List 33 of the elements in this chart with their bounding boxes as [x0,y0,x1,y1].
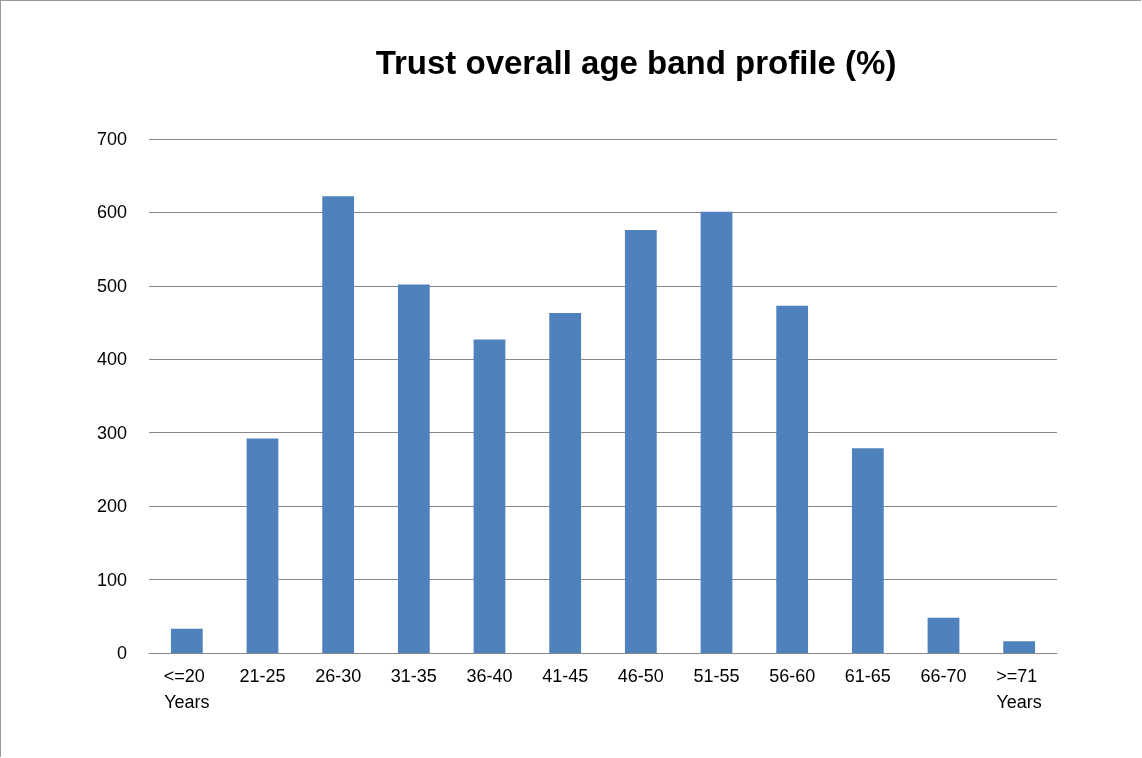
x-tick-label: 31-35 [390,666,437,686]
bar [700,211,733,653]
bar [549,313,582,653]
y-tick-label: 700 [96,129,127,149]
bar [397,284,430,653]
bar [776,305,809,653]
x-tick-label: 66-70 [920,666,967,686]
bar [473,339,506,653]
bar [322,196,355,653]
bar [1003,641,1036,653]
x-tick-label: 51-55 [693,666,740,686]
y-tick-label: 600 [96,202,127,223]
x-tick-label: 46-50 [617,666,664,686]
bar [170,628,203,653]
x-tick-label: 21-25 [239,666,286,686]
y-tick-label: 500 [96,275,127,296]
x-tick-label: >=71 Years [996,666,1043,712]
x-tick-label: 26-30 [315,666,362,686]
bar [927,617,960,653]
bar [246,438,279,653]
y-tick-label: 200 [96,496,127,517]
chart-title: Trust overall age band profile (%) [375,44,897,81]
bar [624,230,657,653]
x-tick-label: 36-40 [466,666,513,686]
x-tick-label: <=20 Years [163,666,210,712]
y-tick-label: 0 [116,643,127,663]
x-tick-label: 61-65 [844,666,891,686]
y-tick-label: 400 [96,349,127,370]
y-tick-label: 300 [96,422,127,443]
y-tick-label: 100 [96,569,127,590]
bar [851,448,884,653]
x-tick-label: 56-60 [769,666,816,686]
x-tick-label: 41-45 [542,666,589,686]
